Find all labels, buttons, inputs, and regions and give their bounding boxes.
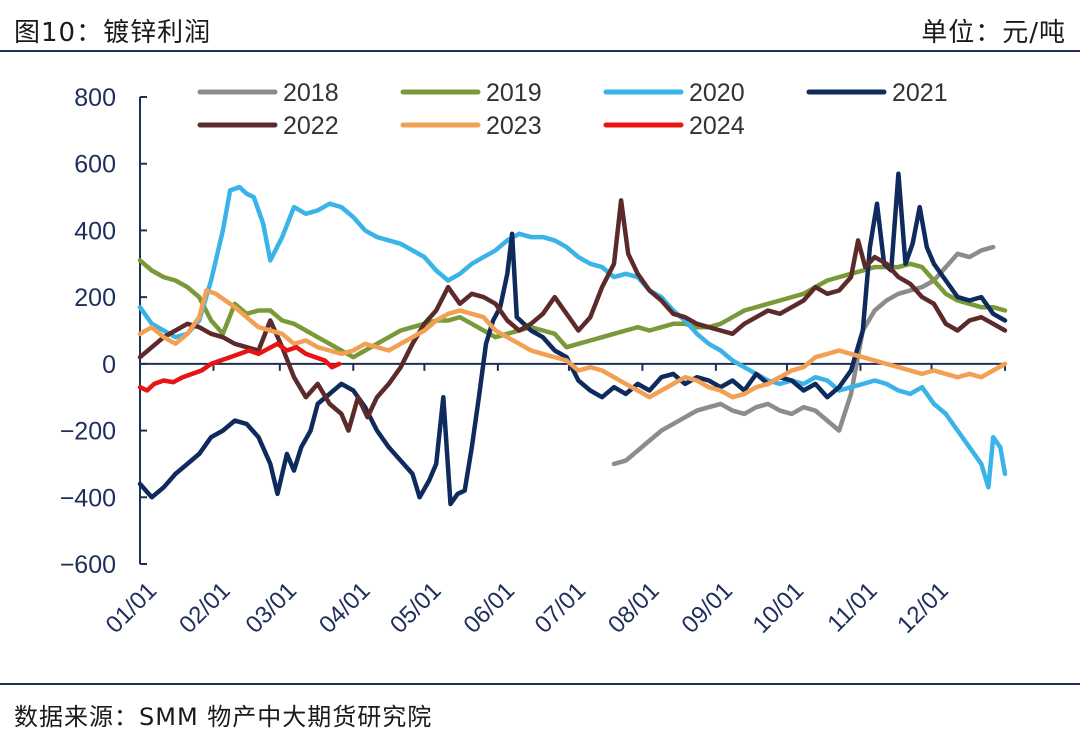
y-tick-label: 600 [74,151,116,179]
legend-label: 2018 [283,79,339,107]
series-line-2018 [611,244,996,467]
x-tick-label: 07/01 [530,577,592,639]
x-tick-label: 12/01 [892,577,954,639]
data-source: 数据来源：SMM 物产中大期货研究院 [14,703,433,731]
y-axis: 800 600 400 200 0 −200 −400 −600 [60,84,147,579]
y-tick-label: 200 [74,284,116,312]
series-line-2021 [137,171,1008,507]
legend-label: 2023 [486,112,542,140]
legend-label: 2019 [486,79,542,107]
x-tick-label: 08/01 [603,577,665,639]
legend-item-2018: 2018 [197,79,339,107]
legend-item-2022: 2022 [197,112,339,140]
x-tick-label: 03/01 [241,577,303,639]
line-chart: 2018 2019 2020 2021 2022 2023 2024 800 600 400 20… [60,79,1008,639]
legend-label: 2024 [689,112,745,140]
legend-label: 2022 [283,112,339,140]
x-tick-label: 10/01 [748,577,810,639]
legend-label: 2020 [689,79,745,107]
unit-label: 单位：元/吨 [921,18,1066,48]
series-lines [137,171,1008,507]
chart-legend: 2018 2019 2020 2021 2022 2023 2024 [197,79,948,140]
legend-item-2023: 2023 [400,112,542,140]
y-tick-label: −400 [60,484,116,512]
y-tick-label: −600 [60,551,116,579]
legend-item-2019: 2019 [400,79,542,107]
x-tick-label: 04/01 [314,577,376,639]
series-line-2024 [137,341,342,393]
legend-item-2021: 2021 [806,79,948,107]
legend-label: 2021 [892,79,948,107]
y-tick-label: −200 [60,418,116,446]
series-line-2023 [137,288,1008,400]
x-tick-label: 02/01 [174,577,236,639]
x-axis: 01/01 02/01 03/01 04/01 05/01 06/01 07/01 08/01… [101,362,1006,639]
chart-footer: 数据来源：SMM 物产中大期货研究院 [0,683,1080,738]
series-line-2022 [137,198,1008,433]
x-tick-label: 09/01 [677,577,739,639]
chart-header: 图10：镀锌利润 单位：元/吨 [0,0,1080,52]
x-tick-label: 05/01 [385,577,447,639]
x-tick-label: 11/01 [822,577,882,637]
legend-item-2020: 2020 [603,79,745,107]
x-tick-label: 06/01 [459,577,521,639]
chart-title: 图10：镀锌利润 [14,18,212,48]
series-line-2020 [137,184,1008,490]
legend-item-2024: 2024 [603,112,745,140]
y-tick-label: 0 [102,351,116,379]
y-tick-label: 800 [74,84,116,112]
series-line-2019 [137,258,1008,360]
y-tick-label: 400 [74,217,116,245]
x-tick-label: 01/01 [101,577,163,639]
